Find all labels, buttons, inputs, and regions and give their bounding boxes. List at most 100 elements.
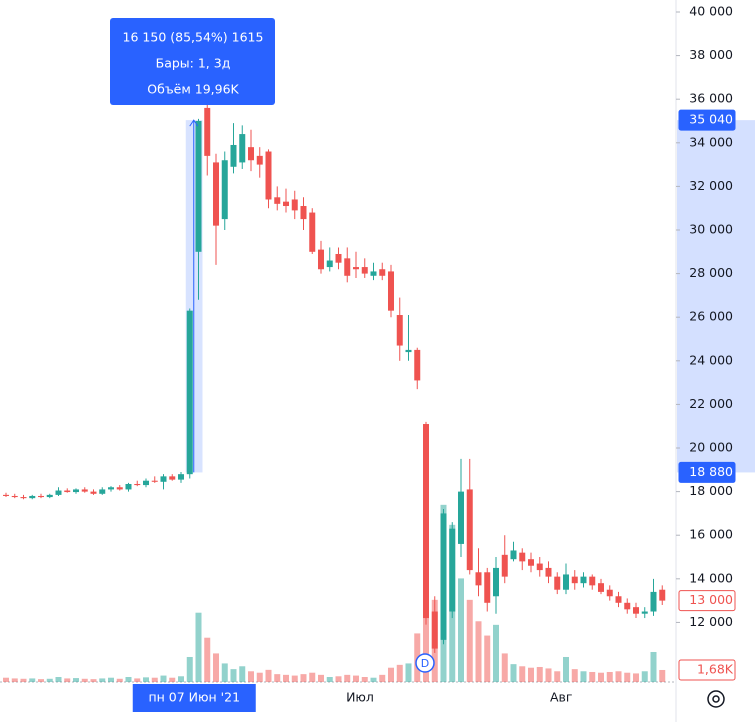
y-tick-label: 34 000 xyxy=(689,134,733,149)
candle-body xyxy=(388,271,394,311)
volume-bar xyxy=(405,663,412,682)
volume-bar xyxy=(466,599,473,682)
candle-body xyxy=(344,258,351,276)
candle-body xyxy=(151,480,158,482)
candle-body xyxy=(589,576,596,586)
candle-body xyxy=(213,162,219,226)
volume-bar xyxy=(545,668,552,682)
price-marker-label: 1,68K xyxy=(697,661,734,676)
crosshair-label-box xyxy=(132,684,256,712)
candle-body xyxy=(11,495,18,498)
volume-bar xyxy=(73,678,79,682)
tooltip: 16 150 (85,54%) 1615 Бары: 1, 3д Объём 19,… xyxy=(110,18,275,105)
candle-body xyxy=(414,349,421,381)
volume-bar xyxy=(598,672,604,682)
candle-body xyxy=(29,495,36,499)
y-tick-label: 12 000 xyxy=(689,614,733,629)
volume-bar xyxy=(46,678,53,682)
price-marker-label: 13 000 xyxy=(689,592,733,607)
candle-body xyxy=(440,513,447,640)
candle-body xyxy=(554,576,561,590)
y-tick-label: 22 000 xyxy=(689,396,733,411)
measure-arrow-head xyxy=(189,119,199,127)
volume-bar xyxy=(589,671,596,682)
volume-bar xyxy=(606,671,613,682)
tooltip-line: Бары: 1, 3д xyxy=(156,56,231,71)
volume-bar xyxy=(178,676,184,682)
candle-body xyxy=(3,494,9,496)
candle-body xyxy=(309,212,316,252)
volume-bar xyxy=(239,666,246,682)
candle-body xyxy=(431,611,438,649)
candle-body xyxy=(169,476,176,480)
candle-body xyxy=(178,474,184,480)
volume-bar xyxy=(20,678,27,682)
volume-bar xyxy=(475,621,482,682)
tooltip-line: 16 150 (85,54%) 1615 xyxy=(123,30,264,45)
volume-bar xyxy=(256,672,263,682)
volume-bar xyxy=(641,671,648,682)
volume-bar xyxy=(3,677,9,682)
volume-bar xyxy=(571,669,578,682)
candle-body xyxy=(335,253,342,263)
gear-hub[interactable] xyxy=(712,695,720,703)
y-tick-label: 30 000 xyxy=(689,222,733,237)
candle-body xyxy=(501,554,508,577)
candle-body xyxy=(449,528,456,612)
volume-bar xyxy=(195,612,202,682)
volume-bar xyxy=(221,663,228,682)
volume-bar xyxy=(370,677,377,682)
price-marker-label: 35 040 xyxy=(689,112,733,127)
candle-body xyxy=(318,249,324,270)
candle-body xyxy=(81,489,88,492)
y-tick-label: 32 000 xyxy=(689,178,733,193)
candle-body xyxy=(125,483,132,490)
candle-body xyxy=(265,151,272,200)
volume-bar xyxy=(536,666,543,682)
candle-body xyxy=(528,559,534,566)
candle-body xyxy=(143,480,149,486)
candle-body xyxy=(239,134,246,163)
candle-body xyxy=(256,155,263,165)
candle-body xyxy=(134,483,141,486)
candle-body xyxy=(291,199,298,211)
volume-bar xyxy=(274,674,281,682)
candle-body xyxy=(563,574,569,590)
volume-bar xyxy=(125,676,132,682)
y-tick-label: 40 000 xyxy=(689,3,733,18)
candle-body xyxy=(108,487,114,490)
volume-bar xyxy=(396,664,403,682)
candle-body xyxy=(458,491,464,544)
volume-bar xyxy=(55,676,62,682)
volume-bar xyxy=(484,635,491,682)
volume-bar xyxy=(309,672,316,682)
candle-body xyxy=(55,490,62,495)
candle-body xyxy=(230,144,237,167)
y-tick-label: 20 000 xyxy=(689,440,733,455)
candle-body xyxy=(396,315,403,346)
volume-bar xyxy=(633,673,639,682)
volume-bar xyxy=(151,677,158,682)
volume-bar xyxy=(519,666,526,682)
gear-icon[interactable] xyxy=(707,690,725,708)
settings-button[interactable] xyxy=(707,690,725,708)
volume-bar xyxy=(134,678,141,682)
volume-bar xyxy=(379,674,386,682)
candle-body xyxy=(221,160,228,220)
price-marker-box xyxy=(678,109,736,131)
candle-body xyxy=(274,197,281,204)
candle-body xyxy=(615,596,622,603)
volume-bar xyxy=(335,676,342,682)
volume-bar xyxy=(11,678,18,682)
candle-body xyxy=(624,602,631,610)
candle-body xyxy=(493,567,499,597)
y-tick-label: 14 000 xyxy=(689,570,733,585)
axis-range-band xyxy=(677,120,755,473)
candle-body xyxy=(659,589,666,601)
candle-body xyxy=(545,567,552,577)
crosshair-label: пн 07 Июн '21 xyxy=(148,690,240,705)
volume-bar xyxy=(248,671,254,682)
candle-body xyxy=(361,267,368,274)
candle-body xyxy=(536,563,543,571)
volume-bar xyxy=(186,656,193,682)
